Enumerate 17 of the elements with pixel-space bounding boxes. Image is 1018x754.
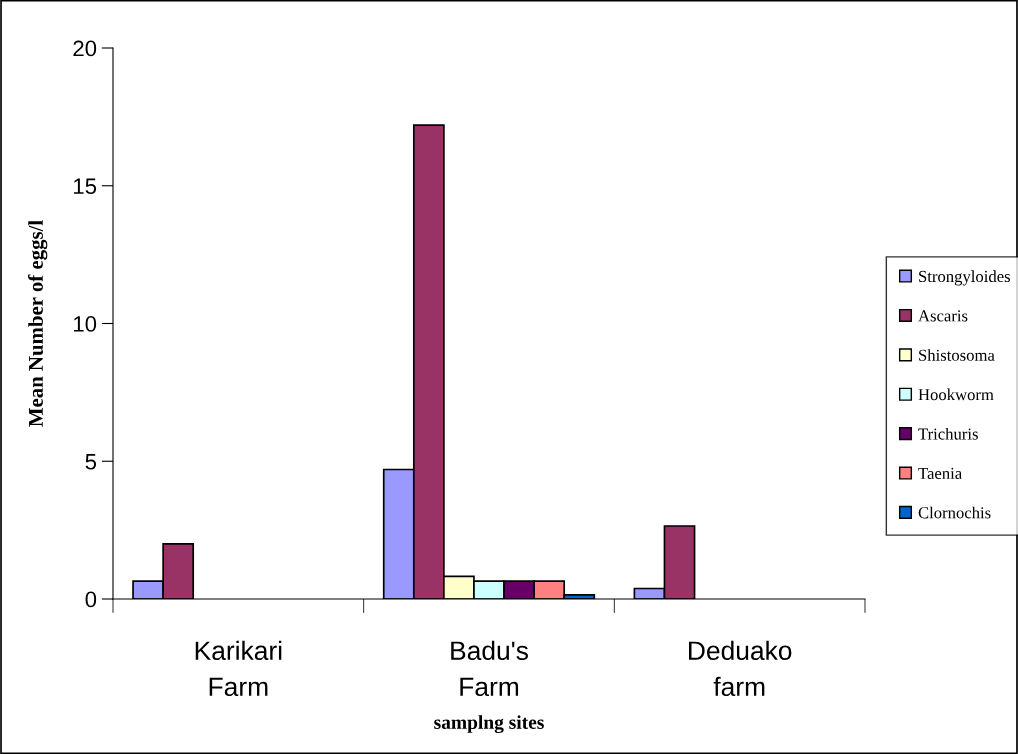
x-tick-label: Badu's Farm <box>451 640 528 697</box>
y-tick-label: 20 <box>73 40 97 57</box>
legend-label: Strongyloides <box>919 270 1010 286</box>
y-tick-label: 15 <box>74 178 97 195</box>
x-tick-label: Deduako farm <box>689 640 792 697</box>
legend-label: Shistosoma <box>919 349 995 361</box>
legend-label: Clornochis <box>918 506 991 519</box>
y-tick-label: 5 <box>85 454 97 470</box>
x-tick-label: Karikari Farm <box>195 640 282 697</box>
legend-label: Hookworm <box>918 388 994 401</box>
y-tick-label: 0 <box>85 591 97 608</box>
y-tick-label: 10 <box>74 316 97 332</box>
legend-label: Trichuris <box>918 427 978 440</box>
x-axis-title: samplng sites <box>434 715 544 734</box>
y-axis-title: Mean Number of eggs/l <box>28 220 48 427</box>
legend-label: Taenia <box>918 467 962 480</box>
legend-label: Ascaris <box>918 310 968 322</box>
